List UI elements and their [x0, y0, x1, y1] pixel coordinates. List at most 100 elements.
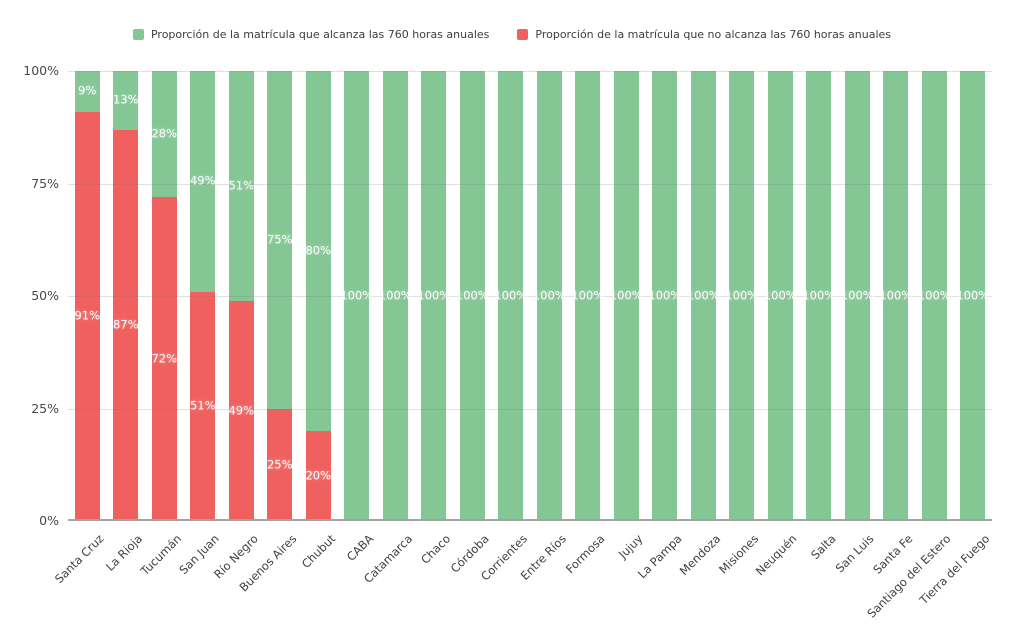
- bar-slot: 100% Chaco: [415, 71, 453, 567]
- stacked-bar: [151, 71, 177, 521]
- stacked-bar: [344, 71, 370, 521]
- stacked-bar: [921, 71, 947, 521]
- bar-segment-alcanza: [960, 71, 986, 521]
- bar-slot: 100% Santiago del Estero: [865, 71, 954, 621]
- bar-slot: 100% Entre Ríos: [517, 71, 569, 583]
- bar-slot: 100% Santa Fe: [870, 71, 915, 577]
- bar-slot: 75% 25% Buenos Aires: [236, 71, 299, 594]
- bar-slot: 51% 49% Río Negro: [211, 71, 261, 581]
- bar-label-no-alcanza: 20%: [305, 468, 332, 483]
- bar-slot: 100% Formosa: [563, 71, 607, 576]
- x-axis-label: Formosa: [562, 531, 608, 577]
- legend: Proporción de la matrícula que alcanza l…: [0, 29, 1024, 40]
- bar-segment-alcanza: [729, 71, 755, 521]
- bar-segment-no-alcanza: [228, 300, 254, 521]
- bar-segment-no-alcanza: [113, 129, 139, 521]
- bar-segment-alcanza: [421, 71, 447, 521]
- bar-segment-alcanza: [844, 71, 870, 521]
- bar-segment-alcanza: [921, 71, 947, 521]
- legend-item-alcanza: Proporción de la matrícula que alcanza l…: [132, 28, 490, 41]
- bar-label-alcanza: 100%: [802, 288, 836, 303]
- bar-slot: 9% 91% Santa Cruz: [52, 71, 107, 586]
- bar-label-alcanza: 100%: [340, 288, 374, 303]
- bar-label-alcanza: 100%: [725, 288, 759, 303]
- bar-label-alcanza: 13%: [112, 92, 139, 107]
- bar-segment-alcanza: [151, 71, 177, 197]
- bar-label-alcanza: 28%: [151, 126, 178, 141]
- bar-label-alcanza: 9%: [78, 83, 97, 98]
- stacked-bar: [844, 71, 870, 521]
- bar-label-no-alcanza: 91%: [74, 308, 101, 323]
- bar-segment-alcanza: [613, 71, 639, 521]
- bar-slot: 80% 20% Chubut: [298, 71, 338, 571]
- stacked-bar: [267, 71, 293, 521]
- bar-segment-alcanza: [267, 71, 293, 409]
- legend-swatch-red-icon: [517, 29, 529, 40]
- x-axis-label: Chubut: [298, 531, 338, 571]
- bar-slot: 100% Neuquén: [753, 71, 800, 578]
- bar-segment-alcanza: [459, 71, 485, 521]
- bar-label-alcanza: 100%: [686, 288, 720, 303]
- bar-slot: 100% Mendoza: [676, 71, 723, 578]
- stacked-bar: [652, 71, 678, 521]
- stacked-bar: [729, 71, 755, 521]
- bar-label-no-alcanza: 49%: [228, 403, 255, 417]
- stacked-bar: [767, 71, 793, 521]
- bars: 9% 91% Santa Cruz 13% 87% La Rioja 28% 72% Tucum…: [52, 71, 992, 621]
- bar-label-alcanza: 100%: [763, 288, 797, 303]
- bar-slot: 100% Corrientes: [478, 71, 530, 584]
- bar-segment-alcanza: [498, 71, 524, 521]
- bar-segment-alcanza: [74, 71, 100, 112]
- bar-segment-alcanza: [690, 71, 716, 521]
- bar-segment-alcanza: [806, 71, 832, 521]
- bar-label-alcanza: 100%: [571, 288, 605, 303]
- bar-segment-alcanza: [883, 71, 909, 521]
- bar-slot: 100% Catamarca: [360, 71, 415, 586]
- bar-label-no-alcanza: 51%: [189, 398, 216, 413]
- x-axis-label: CABA: [343, 531, 377, 564]
- bar-segment-no-alcanza: [74, 111, 100, 521]
- bar-segment-alcanza: [652, 71, 678, 521]
- stacked-bar: [459, 71, 485, 521]
- bar-segment-alcanza: [305, 71, 331, 431]
- x-axis-label: Salta: [807, 531, 839, 563]
- bar-segment-alcanza: [382, 71, 408, 521]
- bar-label-alcanza: 100%: [956, 288, 990, 303]
- stacked-bar: [536, 71, 562, 521]
- legend-label-no-alcanza: Proporción de la matrícula que no alcanz…: [535, 28, 892, 41]
- bar-label-alcanza: 100%: [494, 288, 528, 303]
- y-tick-label: 100%: [23, 62, 59, 78]
- stacked-bar: [498, 71, 524, 521]
- legend-label-alcanza: Proporción de la matrícula que alcanza l…: [150, 28, 490, 41]
- stacked-bar: [690, 71, 716, 521]
- x-axis-label: Neuquén: [753, 531, 800, 579]
- stacked-bar: [190, 71, 216, 521]
- bar-segment-alcanza: [228, 71, 254, 301]
- stacked-bar: [421, 71, 447, 521]
- bar-slot: 28% 72% Tucumán: [137, 71, 184, 578]
- bar-segment-no-alcanza: [190, 291, 216, 521]
- bar-label-alcanza: 100%: [609, 288, 643, 303]
- bar-segment-alcanza: [536, 71, 562, 521]
- bar-segment-alcanza: [344, 71, 370, 521]
- x-axis-label: Mendoza: [676, 531, 723, 579]
- stacked-bar: [113, 71, 139, 521]
- bar-slot: 100% Córdoba: [448, 71, 492, 576]
- bar-segment-alcanza: [767, 71, 793, 521]
- x-axis-label: Santa Cruz: [52, 531, 107, 586]
- bar-label-alcanza: 100%: [455, 288, 489, 303]
- plot-area: 9% 91% Santa Cruz 13% 87% La Rioja 28% 72% Tucum…: [23, 64, 992, 621]
- x-axis-label: San Luis: [832, 531, 877, 576]
- bar-slot: 13% 87% La Rioja: [103, 71, 145, 574]
- y-tick-label: 75%: [31, 175, 59, 191]
- legend-item-no-alcanza: Proporción de la matrícula que no alcanz…: [517, 29, 891, 40]
- stacked-bar: [228, 71, 254, 521]
- bar-label-alcanza: 100%: [879, 288, 913, 303]
- bar-label-alcanza: 49%: [189, 173, 216, 188]
- stacked-bar: [613, 71, 639, 521]
- stacked-bar: [575, 71, 601, 521]
- bar-label-alcanza: 100%: [417, 288, 451, 303]
- bar-slot: 100% Jujuy: [607, 71, 646, 561]
- bar-label-alcanza: 80%: [305, 243, 332, 258]
- bar-segment-alcanza: [575, 71, 601, 521]
